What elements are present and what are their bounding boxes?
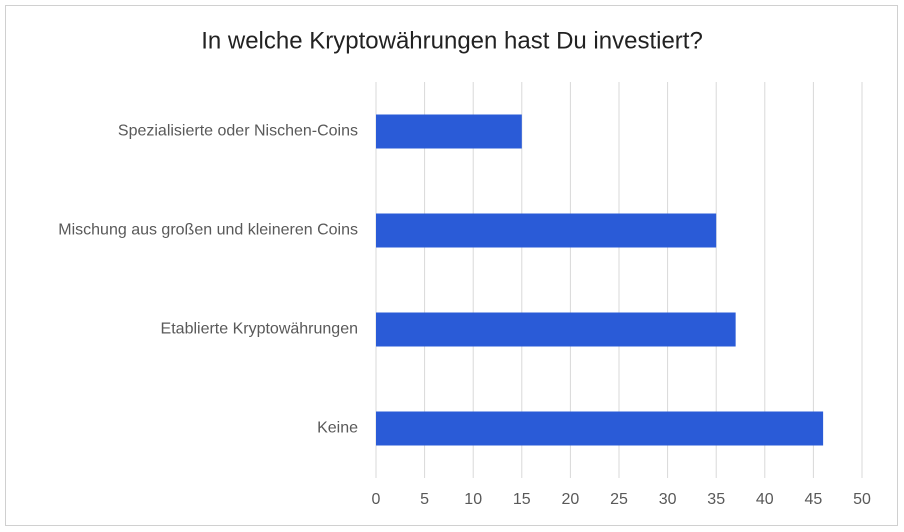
x-tick-label: 20: [562, 491, 580, 508]
chart-title: In welche Kryptowährungen hast Du invest…: [201, 27, 703, 54]
x-tick-label: 30: [659, 491, 677, 508]
x-tick-label: 10: [464, 491, 482, 508]
bar: [376, 411, 824, 446]
chart-frame: [5, 5, 898, 526]
x-tick-label: 0: [372, 491, 381, 508]
bar: [376, 114, 522, 149]
y-tick-label: Keine: [317, 420, 358, 437]
bar: [376, 312, 736, 347]
y-tick-label: Spezialisierte oder Nischen-Coins: [118, 123, 358, 140]
x-tick-label: 15: [513, 491, 531, 508]
y-tick-label: Etablierte Kryptowährungen: [161, 321, 358, 338]
x-tick-label: 45: [805, 491, 823, 508]
bar: [376, 213, 717, 248]
x-tick-label: 25: [610, 491, 628, 508]
x-tick-label: 35: [707, 491, 725, 508]
x-tick-label: 40: [756, 491, 774, 508]
x-tick-label: 50: [853, 491, 871, 508]
x-tick-label: 5: [420, 491, 429, 508]
y-tick-label: Mischung aus großen und kleineren Coins: [58, 222, 358, 239]
